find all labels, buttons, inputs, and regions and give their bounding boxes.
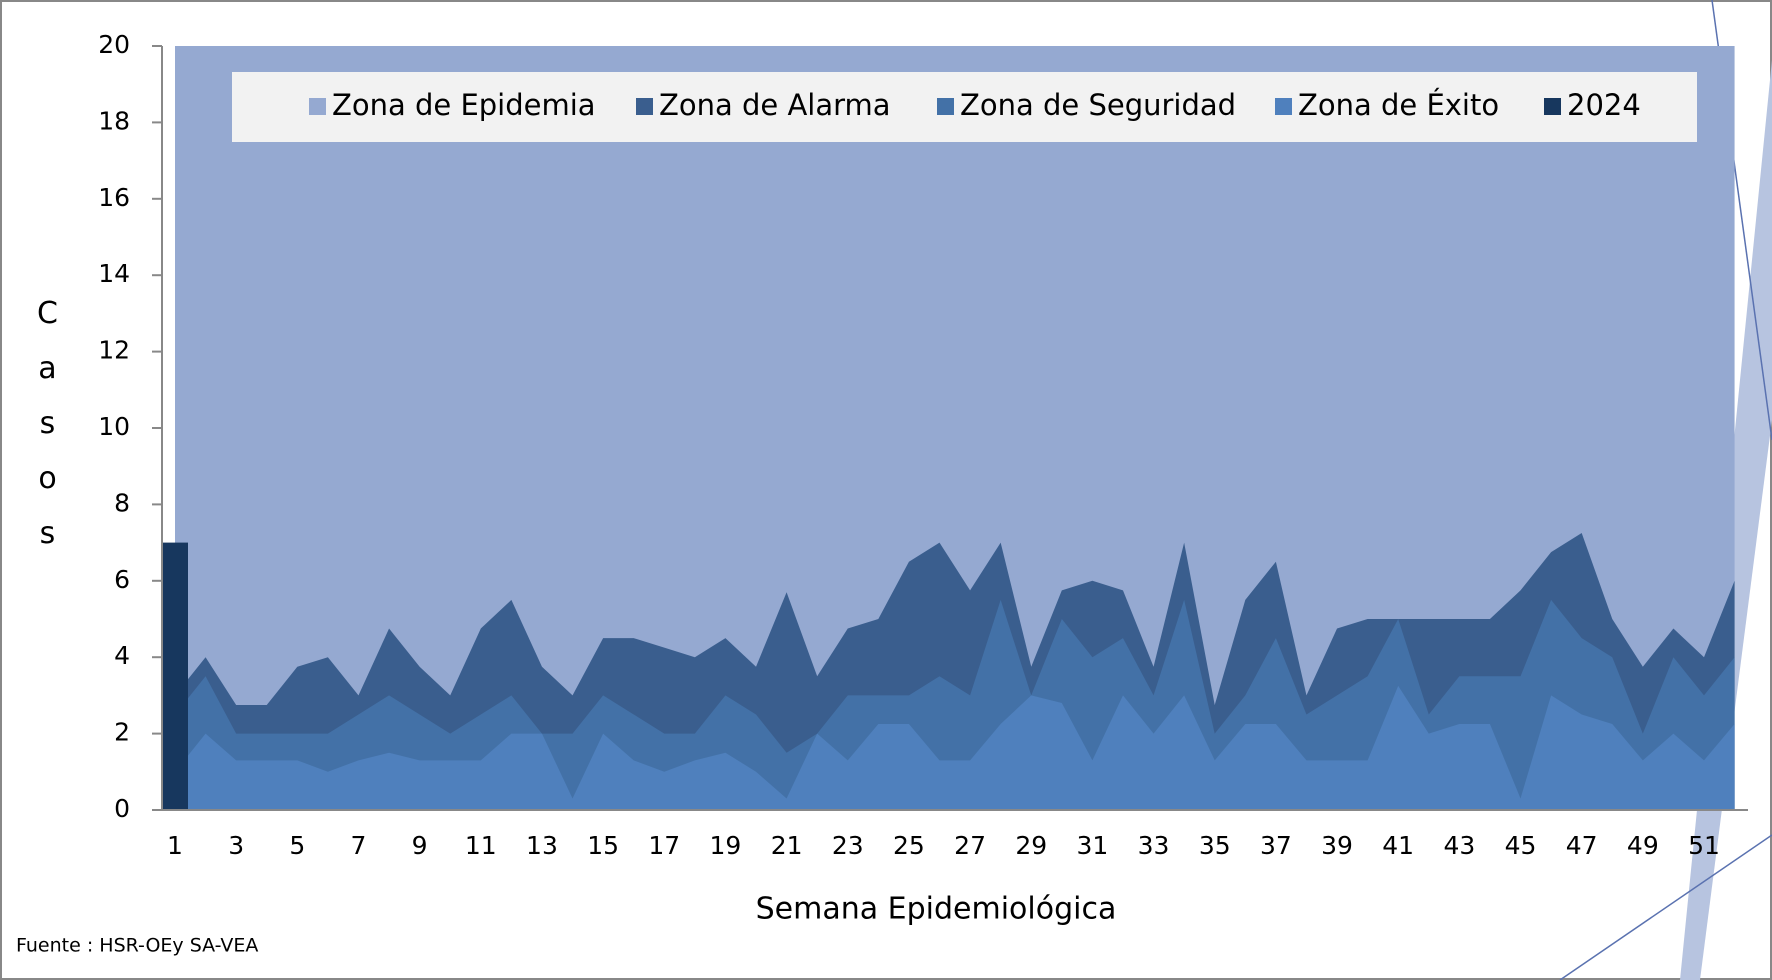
x-tick-label: 33 (1138, 831, 1170, 860)
y-tick-label: 18 (98, 106, 130, 135)
x-tick-label: 39 (1321, 831, 1353, 860)
x-tick-label: 29 (1015, 831, 1047, 860)
x-axis-title: Semana Epidemiológica (756, 892, 1117, 927)
y-tick-label: 0 (114, 794, 130, 823)
x-tick-label: 31 (1076, 831, 1108, 860)
x-tick-label: 3 (228, 831, 244, 860)
decor (1559, 834, 1772, 980)
y-tick-label: 14 (98, 259, 130, 288)
legend-box (232, 72, 1697, 142)
legend-swatch (636, 98, 653, 115)
legend-swatch (937, 98, 954, 115)
x-tick-label: 45 (1505, 831, 1537, 860)
x-tick-label: 11 (465, 831, 497, 860)
x-tick-label: 19 (710, 831, 742, 860)
y-tick-label: 2 (114, 718, 130, 747)
y-tick-label: 4 (114, 641, 130, 670)
area (175, 46, 1735, 810)
legend-label: Zona de Seguridad (960, 88, 1236, 122)
x-tick-label: 43 (1443, 831, 1475, 860)
x-tick-label: 9 (412, 831, 428, 860)
x-tick-label: 13 (526, 831, 558, 860)
y-tick-label: 10 (98, 412, 130, 441)
x-tick-label: 7 (351, 831, 367, 860)
y-tick-label: 8 (114, 488, 130, 517)
legend-swatch (309, 98, 326, 115)
y-tick-label: 12 (98, 336, 130, 365)
source-note: Fuente : HSR-OEy SA-VEA (16, 935, 258, 957)
x-tick-label: 5 (289, 831, 305, 860)
legend-label: 2024 (1567, 88, 1641, 122)
x-tick-label: 37 (1260, 831, 1292, 860)
x-tick-label: 35 (1199, 831, 1231, 860)
area (175, 599, 1735, 810)
x-tick-label: 51 (1688, 831, 1720, 860)
legend-swatch (1544, 98, 1561, 115)
area (175, 685, 1735, 810)
x-tick-label: 23 (832, 831, 864, 860)
legend-label: Zona de Éxito (1298, 88, 1499, 122)
x-tick-label: 47 (1566, 831, 1598, 860)
legend-swatch (1275, 98, 1292, 115)
plot (162, 46, 1735, 810)
bar (162, 542, 188, 810)
x-tick-label: 21 (771, 831, 803, 860)
x-tick-label: 25 (893, 831, 925, 860)
x-tick-label: 41 (1382, 831, 1414, 860)
x-tick-label: 49 (1627, 831, 1659, 860)
x-tick-label: 17 (648, 831, 680, 860)
x-tick-label: 15 (587, 831, 619, 860)
legend-label: Zona de Alarma (659, 88, 891, 122)
legend-label: Zona de Epidemia (332, 88, 596, 122)
y-tick-label: 6 (114, 565, 130, 594)
x-tick-label: 27 (954, 831, 986, 860)
y-tick-label: 20 (98, 30, 130, 59)
y-axis-title: Casos (30, 296, 65, 571)
y-tick-label: 16 (98, 183, 130, 212)
x-tick-label: 1 (167, 831, 183, 860)
